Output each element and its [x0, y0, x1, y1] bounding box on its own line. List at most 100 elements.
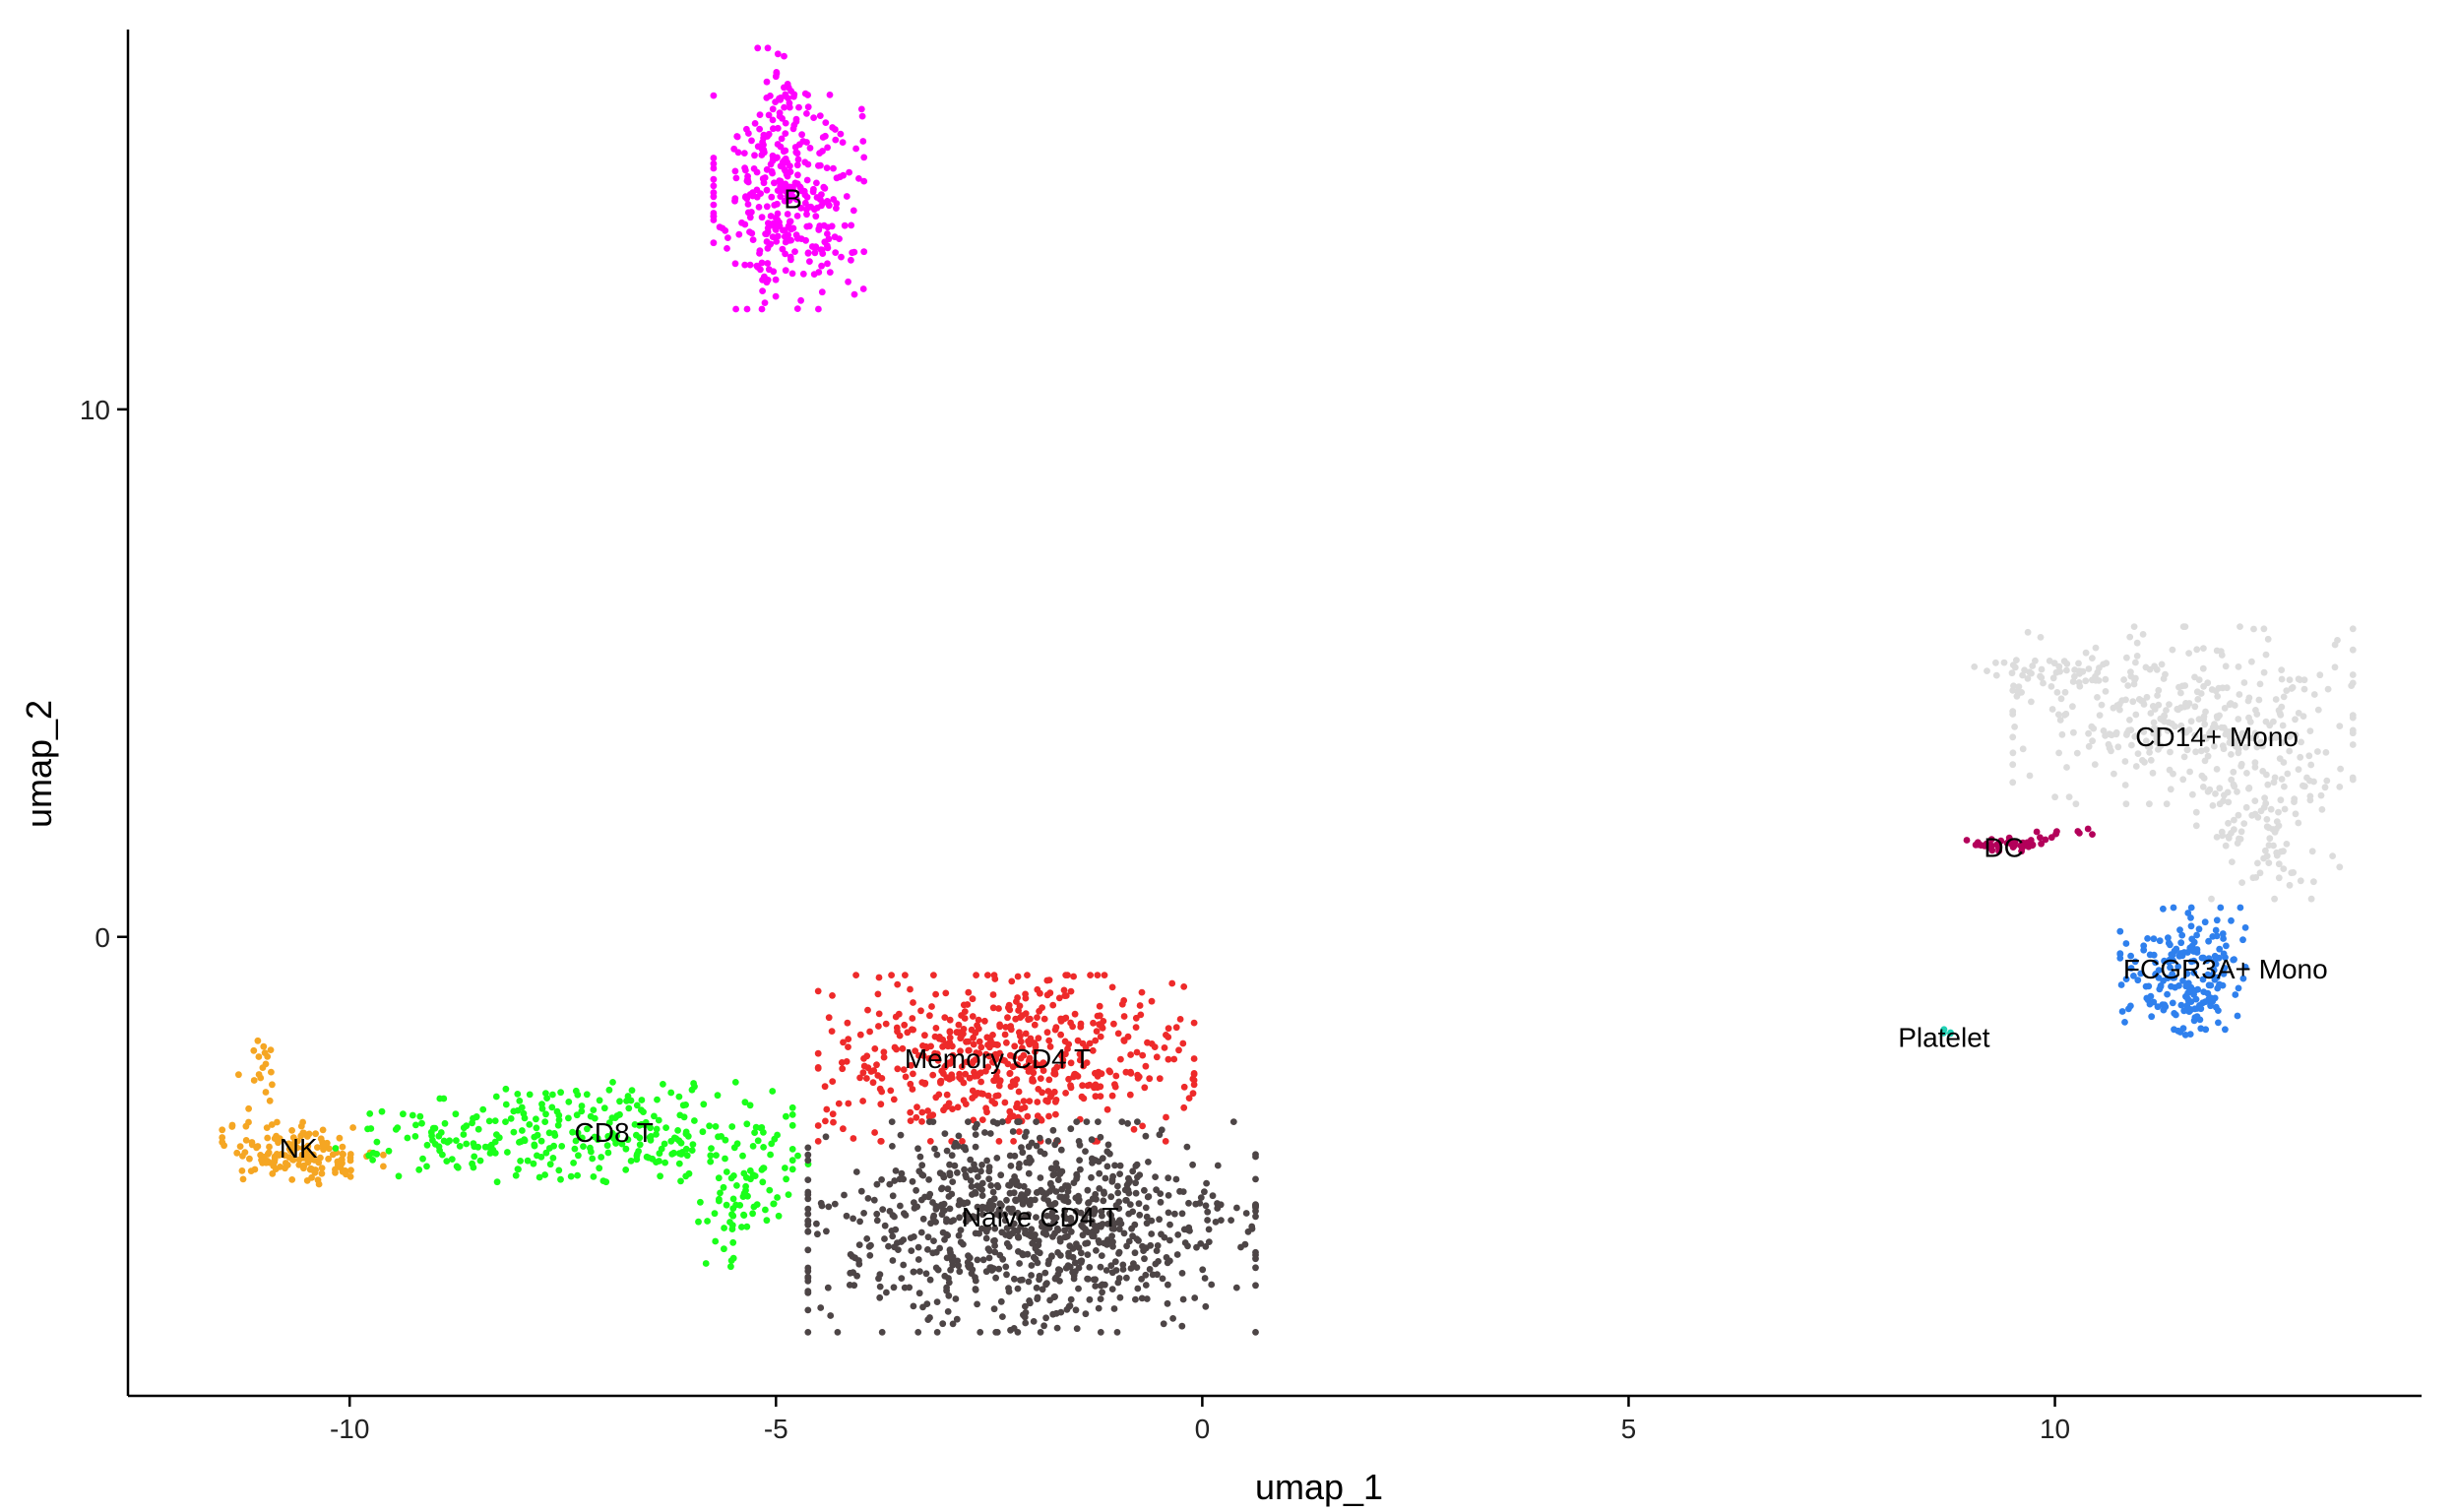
data-point — [2089, 831, 2096, 838]
data-point — [2184, 995, 2192, 1003]
data-point — [1185, 1199, 1192, 1207]
data-point — [683, 1152, 691, 1160]
data-point — [510, 1107, 518, 1115]
data-point — [977, 1078, 984, 1086]
data-point — [859, 1098, 866, 1104]
data-point — [887, 1087, 895, 1095]
data-point — [740, 150, 748, 158]
data-point — [969, 995, 976, 1003]
data-point — [929, 1118, 937, 1125]
data-point — [2146, 800, 2153, 808]
data-point — [760, 179, 768, 187]
data-point — [982, 1268, 990, 1276]
data-point — [1049, 1126, 1057, 1134]
data-point — [794, 156, 802, 163]
data-point — [1075, 1197, 1083, 1205]
data-point — [978, 1162, 985, 1168]
data-point — [1120, 1229, 1128, 1237]
data-point — [1165, 1055, 1172, 1063]
data-point — [2053, 689, 2061, 696]
data-point — [611, 1114, 619, 1121]
data-point — [347, 1166, 354, 1174]
data-point — [985, 1247, 993, 1254]
data-point — [728, 1211, 735, 1218]
data-point — [2133, 639, 2141, 647]
data-point — [584, 1125, 591, 1133]
data-point — [1095, 1237, 1102, 1244]
data-point — [471, 1143, 478, 1151]
data-point — [517, 1158, 524, 1165]
data-point — [710, 92, 718, 99]
data-point — [1165, 1025, 1172, 1033]
data-point — [1098, 1023, 1105, 1031]
data-point — [992, 1053, 1000, 1060]
data-point — [1062, 1182, 1069, 1189]
data-point — [822, 1117, 829, 1125]
data-point — [985, 1164, 993, 1170]
data-point — [1009, 1229, 1017, 1237]
data-point — [891, 1177, 899, 1184]
data-point — [985, 1052, 993, 1060]
data-point — [936, 1169, 944, 1177]
data-point — [2239, 936, 2246, 944]
data-point — [866, 1028, 873, 1036]
data-point — [1089, 1046, 1097, 1054]
data-point — [1084, 1228, 1092, 1235]
data-point — [2037, 834, 2044, 842]
data-point — [2037, 672, 2044, 680]
data-point — [763, 238, 771, 245]
data-point — [798, 131, 805, 139]
data-point — [596, 1097, 603, 1104]
data-point — [2197, 1005, 2205, 1013]
data-point — [667, 1089, 675, 1097]
data-point — [704, 1218, 711, 1225]
data-point — [712, 1123, 720, 1130]
data-point — [1079, 1231, 1087, 1239]
data-point — [859, 285, 867, 292]
data-point — [832, 249, 840, 256]
data-point — [874, 990, 882, 998]
data-point — [2139, 631, 2147, 638]
data-point — [924, 1107, 931, 1114]
data-point — [825, 1203, 833, 1211]
data-point — [219, 1138, 226, 1146]
data-point — [774, 124, 782, 132]
data-point — [1064, 1188, 1072, 1195]
data-point — [990, 1305, 998, 1313]
data-point — [2281, 805, 2289, 813]
data-point — [2275, 808, 2282, 816]
data-point — [870, 1067, 878, 1074]
data-point — [1120, 1038, 1128, 1044]
data-point — [1148, 1230, 1156, 1237]
data-point — [2141, 758, 2148, 766]
data-point — [977, 1043, 985, 1051]
data-point — [1109, 1172, 1116, 1180]
data-point — [2235, 716, 2242, 723]
data-point — [1051, 1068, 1058, 1076]
data-point — [978, 1211, 986, 1219]
data-point — [1039, 1004, 1045, 1011]
data-point — [860, 1055, 867, 1062]
data-point — [2270, 779, 2278, 787]
data-point — [856, 1218, 863, 1226]
data-point — [865, 1243, 873, 1250]
data-point — [557, 1089, 564, 1097]
data-point — [1080, 1095, 1088, 1102]
data-point — [1037, 1329, 1044, 1336]
data-point — [1080, 1062, 1087, 1070]
data-point — [534, 1131, 541, 1139]
data-point — [743, 1120, 751, 1128]
data-point — [657, 1172, 663, 1180]
data-point — [2137, 970, 2145, 977]
data-point — [1007, 1051, 1014, 1059]
data-point — [774, 50, 782, 58]
data-point — [892, 1167, 900, 1174]
data-point — [1104, 1221, 1111, 1228]
data-point — [1013, 1103, 1020, 1111]
data-point — [964, 1001, 972, 1008]
data-point — [660, 1081, 666, 1088]
data-point — [1108, 1269, 1116, 1277]
data-point — [1252, 1329, 1259, 1336]
data-point — [1099, 1281, 1106, 1289]
data-point — [858, 112, 866, 120]
